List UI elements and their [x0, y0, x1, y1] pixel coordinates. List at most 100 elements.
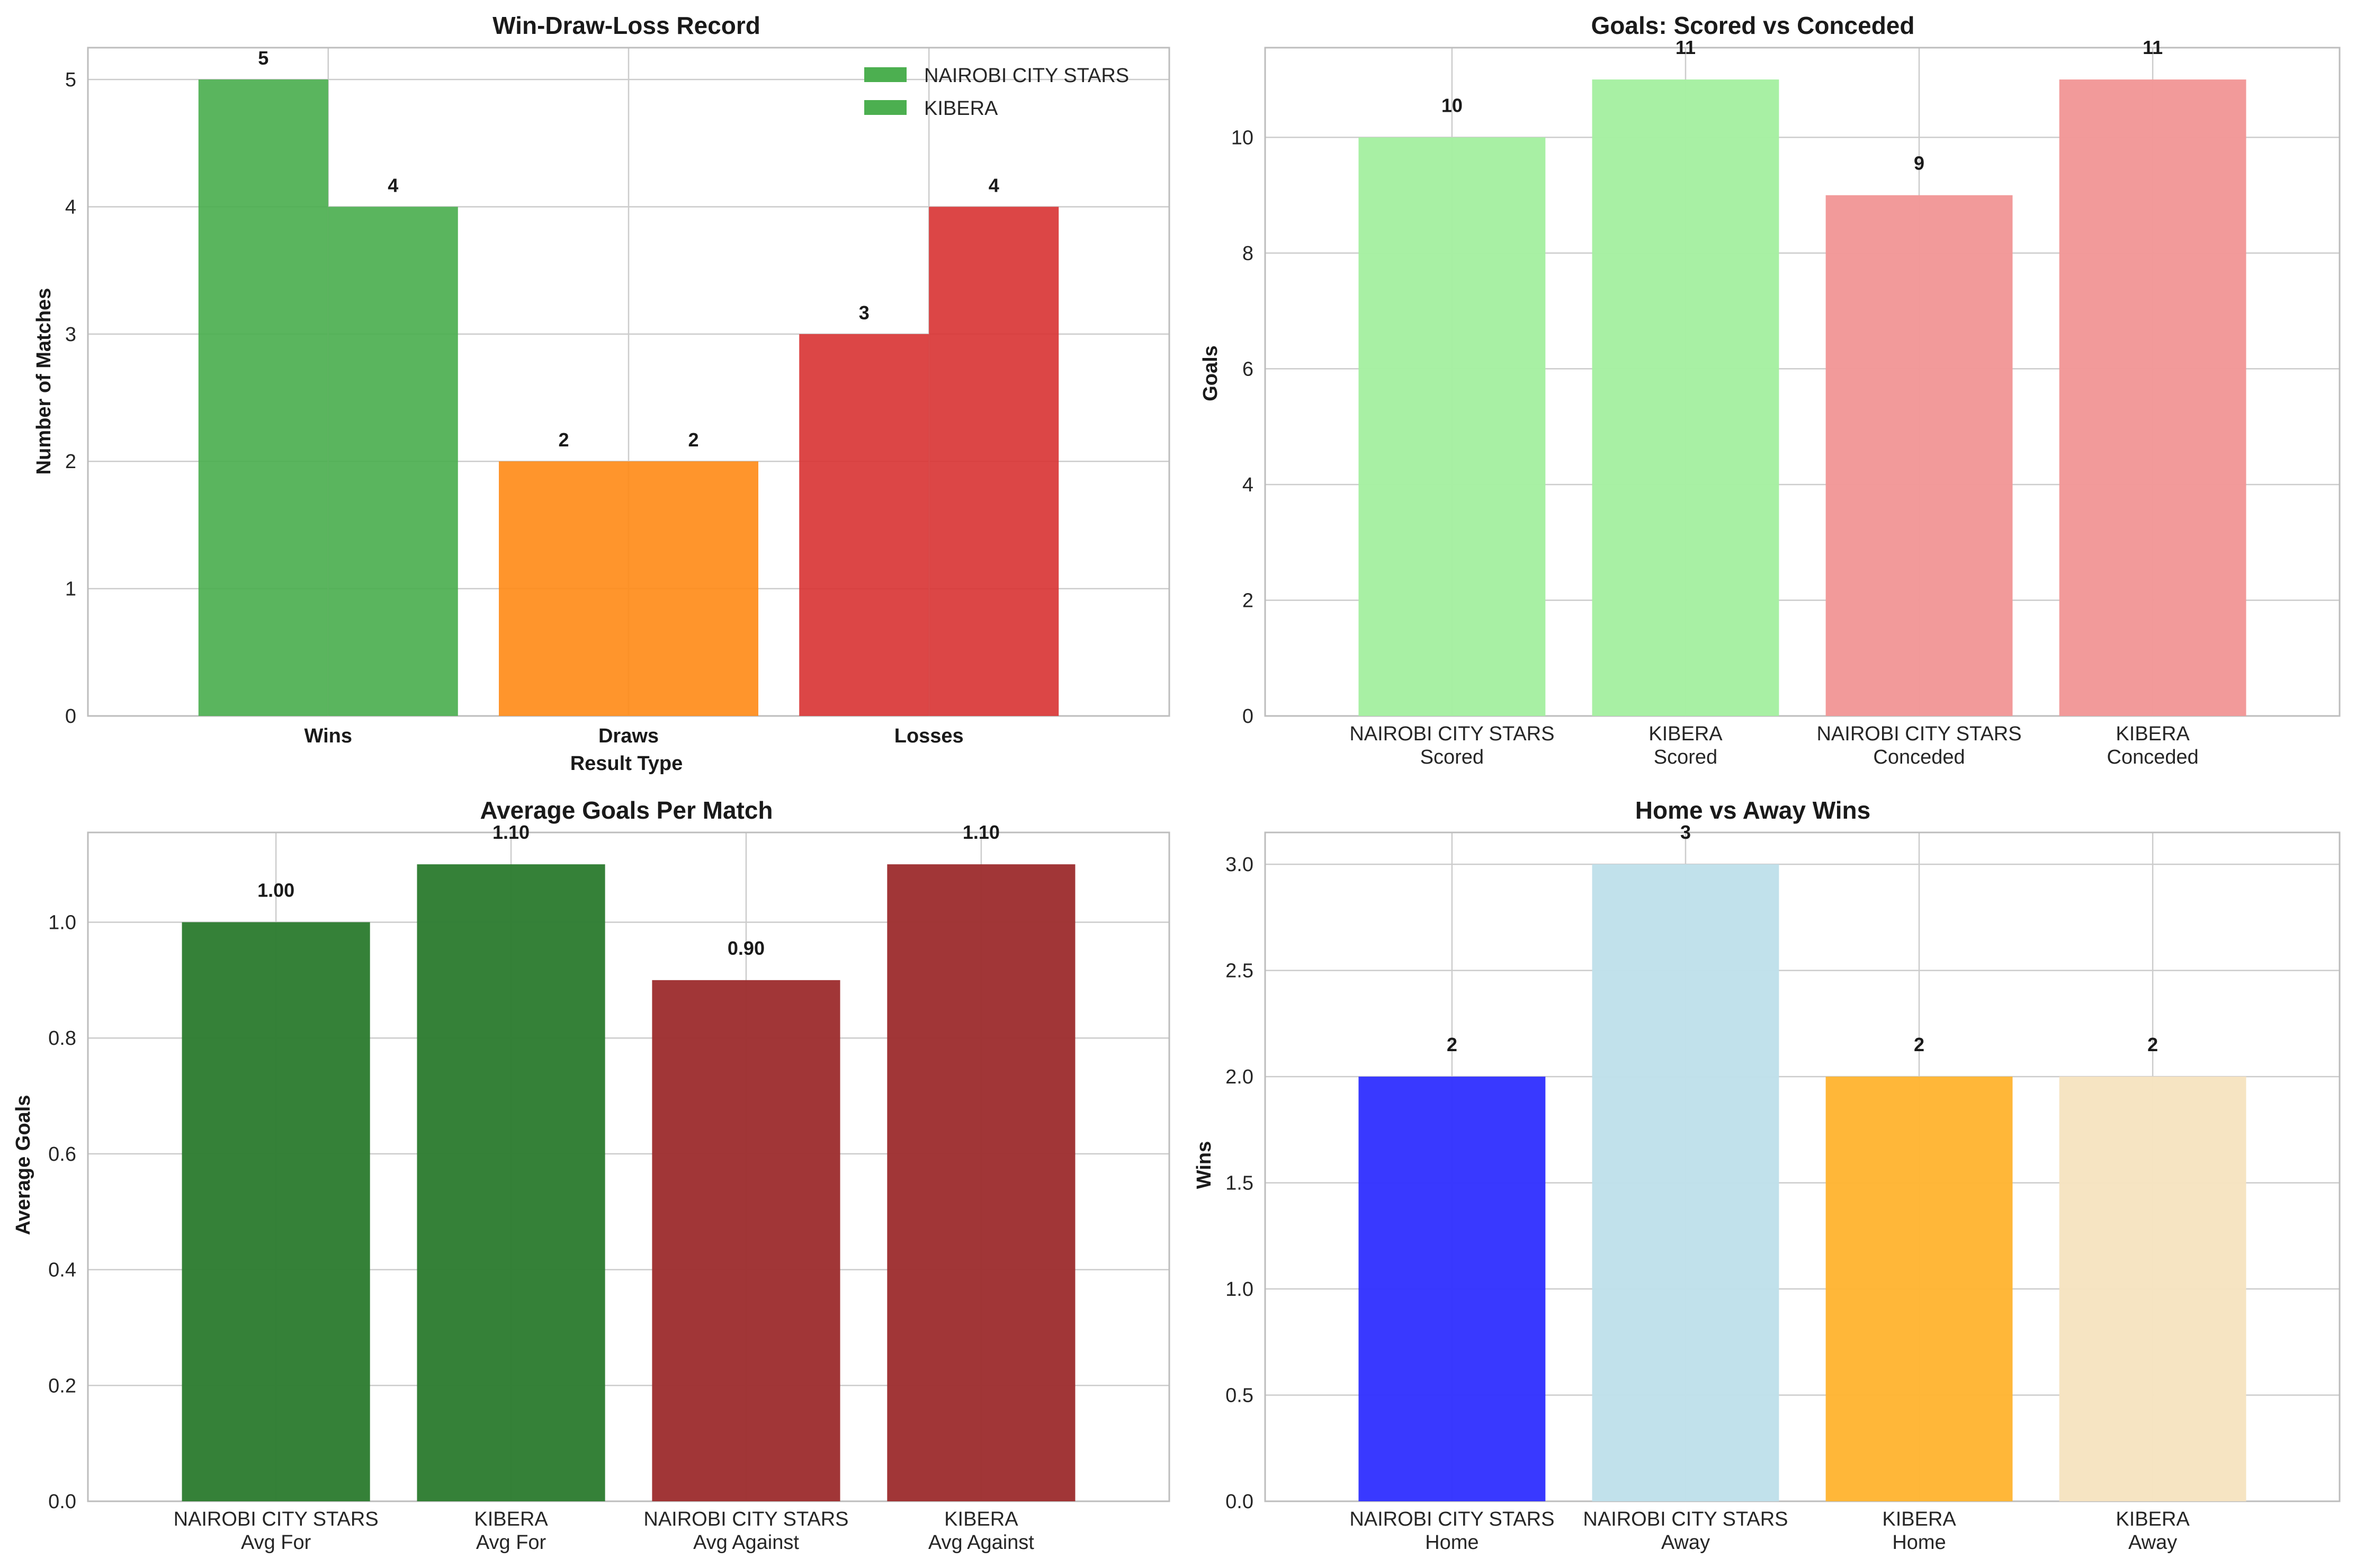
y-tick-label: 1.0: [1225, 1278, 1253, 1301]
x-axis-label: Result Type: [570, 752, 683, 775]
chart-title: Win-Draw-Loss Record: [492, 12, 760, 39]
x-tick-label: NAIROBI CITY STARS: [1349, 723, 1554, 745]
bar-value-label: 1.00: [257, 879, 294, 901]
x-tick-label: KIBERA: [944, 1508, 1018, 1530]
x-tick-labels: NAIROBI CITY STARSScoredKIBERAScoredNAIR…: [1349, 723, 2198, 768]
bar: [887, 864, 1076, 1501]
x-tick-label: Home: [1892, 1531, 1946, 1554]
y-tick-label: 2.0: [1225, 1066, 1253, 1088]
bar-value-label: 2: [1447, 1034, 1457, 1055]
bar: [652, 980, 840, 1501]
bar: [1358, 1077, 1546, 1501]
y-tick-label: 2: [65, 451, 76, 473]
bar: [1358, 137, 1546, 716]
y-axis-label: Wins: [1193, 1141, 1215, 1189]
plot-frame: [1264, 831, 2341, 1502]
bar: [1592, 79, 1779, 716]
bar-value-label: 11: [1676, 37, 1696, 58]
bar-value-label: 3: [859, 302, 870, 324]
bar-value-label: 1.10: [963, 821, 1000, 843]
y-tick-label: 0: [65, 705, 76, 728]
x-tick-label: NAIROBI CITY STARS: [643, 1508, 848, 1530]
y-tick-label: 2.5: [1225, 960, 1253, 982]
data-labels: 1.00 1.10 0.90 1.10: [257, 821, 1000, 959]
bar: [328, 207, 458, 716]
home-away-wins-chart: Home vs Away Wins 2 3 2 2 0.0 0.5 1.0 1.5 2.0 2.…: [1193, 796, 2341, 1554]
y-axis-label: Average Goals: [12, 1095, 34, 1235]
x-tick-label: Home: [1425, 1531, 1479, 1554]
y-tick-label: 0.4: [48, 1259, 76, 1282]
bar-value-label: 4: [388, 174, 398, 196]
x-tick-labels: Wins Draws Losses: [304, 725, 964, 747]
bar: [2059, 1077, 2246, 1501]
y-tick-label: 8: [1242, 243, 1253, 265]
bar-value-label: 11: [2143, 37, 2163, 58]
y-tick-label: 4: [1242, 474, 1253, 496]
legend: NAIROBI CITY STARS KIBERA: [864, 65, 1129, 120]
goals-scored-conceded-chart: Goals: Scored vs Conceded 10 11 9 11 0 2 4 6 8 1…: [1199, 12, 2341, 768]
legend-swatch-0: [864, 67, 907, 82]
bar: [417, 864, 605, 1501]
bar: [629, 461, 758, 716]
average-goals-chart: Average Goals Per Match 1.00 1.10 0.90 1.10…: [12, 796, 1170, 1554]
chart-title: Goals: Scored vs Conceded: [1591, 12, 1915, 39]
y-tick-label: 10: [1231, 127, 1253, 149]
bar-value-label: 2: [1914, 1034, 1924, 1055]
bar-value-label: 0.90: [728, 937, 765, 959]
bar-value-label: 5: [258, 47, 268, 69]
y-tick-labels: 0 1 2 3 4 5: [65, 69, 76, 728]
bar: [182, 922, 370, 1501]
win-draw-loss-chart: Win-Draw-Loss Record 5 2 3 4 2 4 0 1 2 3 4 5 Wins D…: [33, 12, 1170, 775]
bar-value-label: 10: [1441, 94, 1463, 116]
x-tick-label: Avg Against: [693, 1531, 799, 1554]
bar-value-label: 9: [1914, 153, 1924, 174]
bar: [1825, 195, 2013, 716]
y-tick-label: 0: [1242, 705, 1253, 728]
x-tick-label: NAIROBI CITY STARS: [1583, 1508, 1788, 1530]
data-labels: 2 3 2 2: [1447, 821, 2158, 1055]
data-labels: 5 2 3 4 2 4: [258, 47, 999, 451]
data-labels: 10 11 9 11: [1441, 37, 2163, 174]
y-tick-label: 0.0: [1225, 1491, 1253, 1513]
bar-value-label: 1.10: [492, 821, 530, 843]
x-tick-label: KIBERA: [1882, 1508, 1956, 1530]
bar-value-label: 2: [688, 429, 698, 451]
x-tick-label: KIBERA: [2116, 1508, 2190, 1530]
y-tick-label: 0.2: [48, 1375, 76, 1397]
x-tick-label: Scored: [1654, 746, 1717, 768]
bar-value-label: 4: [989, 174, 999, 196]
x-tick-label: KIBERA: [1649, 723, 1723, 745]
bar: [1592, 864, 1779, 1501]
y-tick-label: 0.6: [48, 1143, 76, 1166]
x-tick-label: Wins: [304, 725, 352, 747]
x-tick-label: Draws: [598, 725, 659, 747]
x-tick-label: NAIROBI CITY STARS: [174, 1508, 379, 1530]
bar: [2059, 79, 2246, 716]
x-tick-label: Avg For: [476, 1531, 547, 1554]
plot-frame: [87, 831, 1170, 1502]
y-tick-label: 1.0: [48, 911, 76, 934]
bar-value-label: 2: [558, 429, 569, 451]
y-axis-label: Goals: [1199, 345, 1222, 401]
bar: [929, 207, 1059, 716]
x-tick-label: Conceded: [2107, 746, 2199, 768]
bar-value-label: 2: [2147, 1034, 2158, 1055]
x-tick-label: Scored: [1420, 746, 1484, 768]
y-tick-label: 5: [65, 69, 76, 91]
x-tick-label: Avg For: [241, 1531, 311, 1554]
bars: [1358, 864, 2246, 1501]
bar: [799, 334, 929, 716]
y-tick-label: 1.5: [1225, 1172, 1253, 1195]
x-tick-label: NAIROBI CITY STARS: [1816, 723, 2021, 745]
x-tick-label: Conceded: [1873, 746, 1965, 768]
x-tick-label: Away: [1661, 1531, 1710, 1554]
y-tick-label: 0.5: [1225, 1385, 1253, 1407]
x-tick-label: Away: [2128, 1531, 2177, 1554]
y-tick-label: 2: [1242, 589, 1253, 612]
chart-title: Home vs Away Wins: [1635, 796, 1870, 824]
chart-title: Average Goals Per Match: [480, 796, 773, 824]
y-tick-label: 1: [65, 578, 76, 601]
